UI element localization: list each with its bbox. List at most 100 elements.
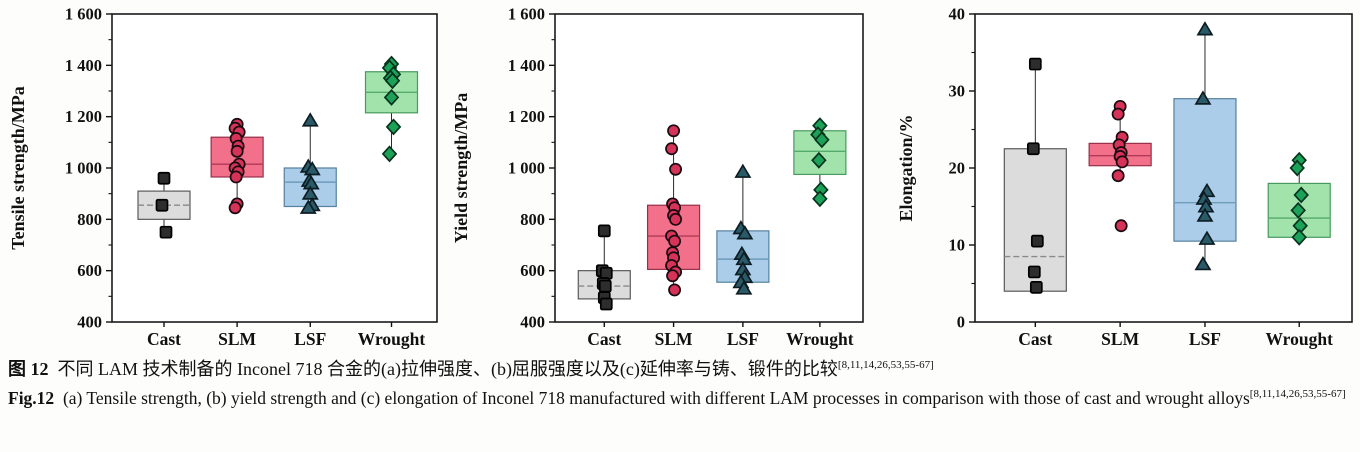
x-category-label: LSF <box>727 329 759 349</box>
series-wrought <box>793 117 847 208</box>
x-category-label: LSF <box>1189 329 1221 349</box>
caption-en-label: Fig.12 <box>8 388 55 408</box>
cast-data-point <box>598 279 612 293</box>
plot-frame <box>974 13 1353 323</box>
slm-data-point <box>1115 155 1129 169</box>
y-axis-title: Yield strength/MPa <box>451 93 471 244</box>
series-lsf <box>716 163 770 295</box>
x-category-label: Wrought <box>1266 329 1334 349</box>
wrought-data-point <box>1291 228 1307 246</box>
y-tick-label: 40 <box>949 5 966 24</box>
slm-data-point <box>669 162 683 176</box>
cast-data-point <box>1026 142 1040 156</box>
series-wrought <box>364 55 419 163</box>
x-axis: Cast SLM LSF Wrought <box>587 322 854 349</box>
x-category-label: Cast <box>1018 329 1052 349</box>
figure-caption: 图 12 不同 LAM 技术制备的 Inconel 718 合金的(a)拉伸强度… <box>0 352 1360 413</box>
wrought-data-point <box>1289 159 1305 177</box>
y-tick-label: 1 000 <box>65 159 102 178</box>
charts-row: 400 600 800 1 000 1 200 1 400 1 600 Tensile str… <box>8 0 1353 352</box>
slm-data-point <box>668 234 682 248</box>
lsf-data-point <box>301 112 319 127</box>
wrought-data-point <box>814 131 830 149</box>
slm-data-point <box>1111 107 1125 121</box>
lsf-data-point <box>734 163 752 178</box>
lsf-data-point <box>735 280 753 295</box>
y-tick-label: 400 <box>520 313 545 332</box>
y-axis: 400 600 800 1 000 1 200 1 400 1 600 <box>65 5 112 332</box>
series-wrought <box>1267 151 1331 246</box>
plot-frame <box>554 13 864 323</box>
y-tick-label: 10 <box>949 236 966 255</box>
y-tick-label: 800 <box>520 210 545 229</box>
boxplot-b: 400 600 800 1 000 1 200 1 400 1 600 Yield stren… <box>451 5 864 349</box>
y-tick-label: 1 600 <box>508 5 545 24</box>
chart-panel-b: 400 600 800 1 000 1 200 1 400 1 600 Yield stren… <box>445 0 880 352</box>
x-category-label: Cast <box>587 329 621 349</box>
series-lsf <box>1173 21 1237 271</box>
cast-data-point <box>155 198 169 212</box>
cast-data-point <box>1029 281 1043 294</box>
x-category-label: SLM <box>1101 329 1139 349</box>
y-tick-label: 800 <box>77 210 102 229</box>
series-slm <box>646 124 701 297</box>
y-tick-label: 600 <box>77 261 102 280</box>
wrought-data-point <box>383 88 400 106</box>
cast-data-point <box>599 266 613 280</box>
wrought-data-point <box>1290 201 1306 219</box>
y-tick-label: 30 <box>949 82 966 101</box>
lsf-data-point <box>299 199 317 214</box>
wrought-data-point <box>1293 186 1309 204</box>
y-tick-label: 1 200 <box>508 107 545 126</box>
wrought-data-point <box>385 118 402 136</box>
slm-data-point <box>667 124 681 138</box>
y-tick-label: 1 200 <box>65 107 102 126</box>
slm-data-point <box>665 142 679 156</box>
caption-cn-text: 不同 LAM 技术制备的 Inconel 718 合金的(a)拉伸强度、(b)屈… <box>57 359 838 379</box>
slm-data-point <box>669 212 683 226</box>
slm-data-point <box>1111 169 1125 183</box>
lsf-data-point <box>301 185 319 200</box>
boxplot-c: 0 10 20 30 40 Elongation/% Cast SLM LSF Wrought <box>896 5 1353 349</box>
x-category-label: Wrought <box>786 329 854 349</box>
slm-data-point <box>228 201 242 215</box>
y-tick-label: 600 <box>520 261 545 280</box>
slm-data-point <box>230 144 244 158</box>
cast-data-point <box>597 224 611 238</box>
y-tick-label: 400 <box>77 313 102 332</box>
lsf-data-point <box>1198 230 1216 245</box>
wrought-data-point <box>384 72 401 90</box>
plot-area <box>112 14 437 322</box>
cast-data-point <box>1030 234 1044 248</box>
slm-data-point <box>1114 219 1128 233</box>
boxplot-a: 400 600 800 1 000 1 200 1 400 1 600 Tensile str… <box>8 5 438 349</box>
cast-data-point <box>1028 57 1042 71</box>
y-tick-label: 1 400 <box>65 56 102 75</box>
series-cast <box>577 224 631 311</box>
y-tick-label: 1 000 <box>508 159 545 178</box>
x-category-label: LSF <box>294 329 326 349</box>
y-tick-label: 1 400 <box>508 56 545 75</box>
slm-data-point <box>666 269 680 283</box>
x-category-label: SLM <box>218 329 256 349</box>
plot-frame <box>111 13 438 323</box>
x-category-label: Cast <box>147 329 181 349</box>
y-axis: 400 600 800 1 000 1 200 1 400 1 600 <box>508 5 555 332</box>
caption-chinese: 图 12 不同 LAM 技术制备的 Inconel 718 合金的(a)拉伸强度… <box>8 356 1346 383</box>
slm-data-point <box>229 170 243 184</box>
lsf-data-point <box>303 161 321 176</box>
lsf-data-point <box>736 225 754 240</box>
series-slm <box>210 117 264 215</box>
cast-data-point <box>1027 265 1041 279</box>
lsf-data-point <box>1194 255 1212 271</box>
y-tick-label: 20 <box>949 159 966 178</box>
caption-cn-label: 图 12 <box>8 359 49 379</box>
cast-data-point <box>159 225 173 239</box>
caption-en-text: (a) Tensile strength, (b) yield strength… <box>62 388 1250 408</box>
wrought-data-point <box>812 190 828 208</box>
caption-english: Fig.12 (a) Tensile strength, (b) yield s… <box>8 385 1346 411</box>
y-axis: 0 10 20 30 40 <box>949 5 975 332</box>
series-slm <box>1088 99 1152 233</box>
x-category-label: Wrought <box>358 329 426 349</box>
y-tick-label: 0 <box>957 313 965 332</box>
